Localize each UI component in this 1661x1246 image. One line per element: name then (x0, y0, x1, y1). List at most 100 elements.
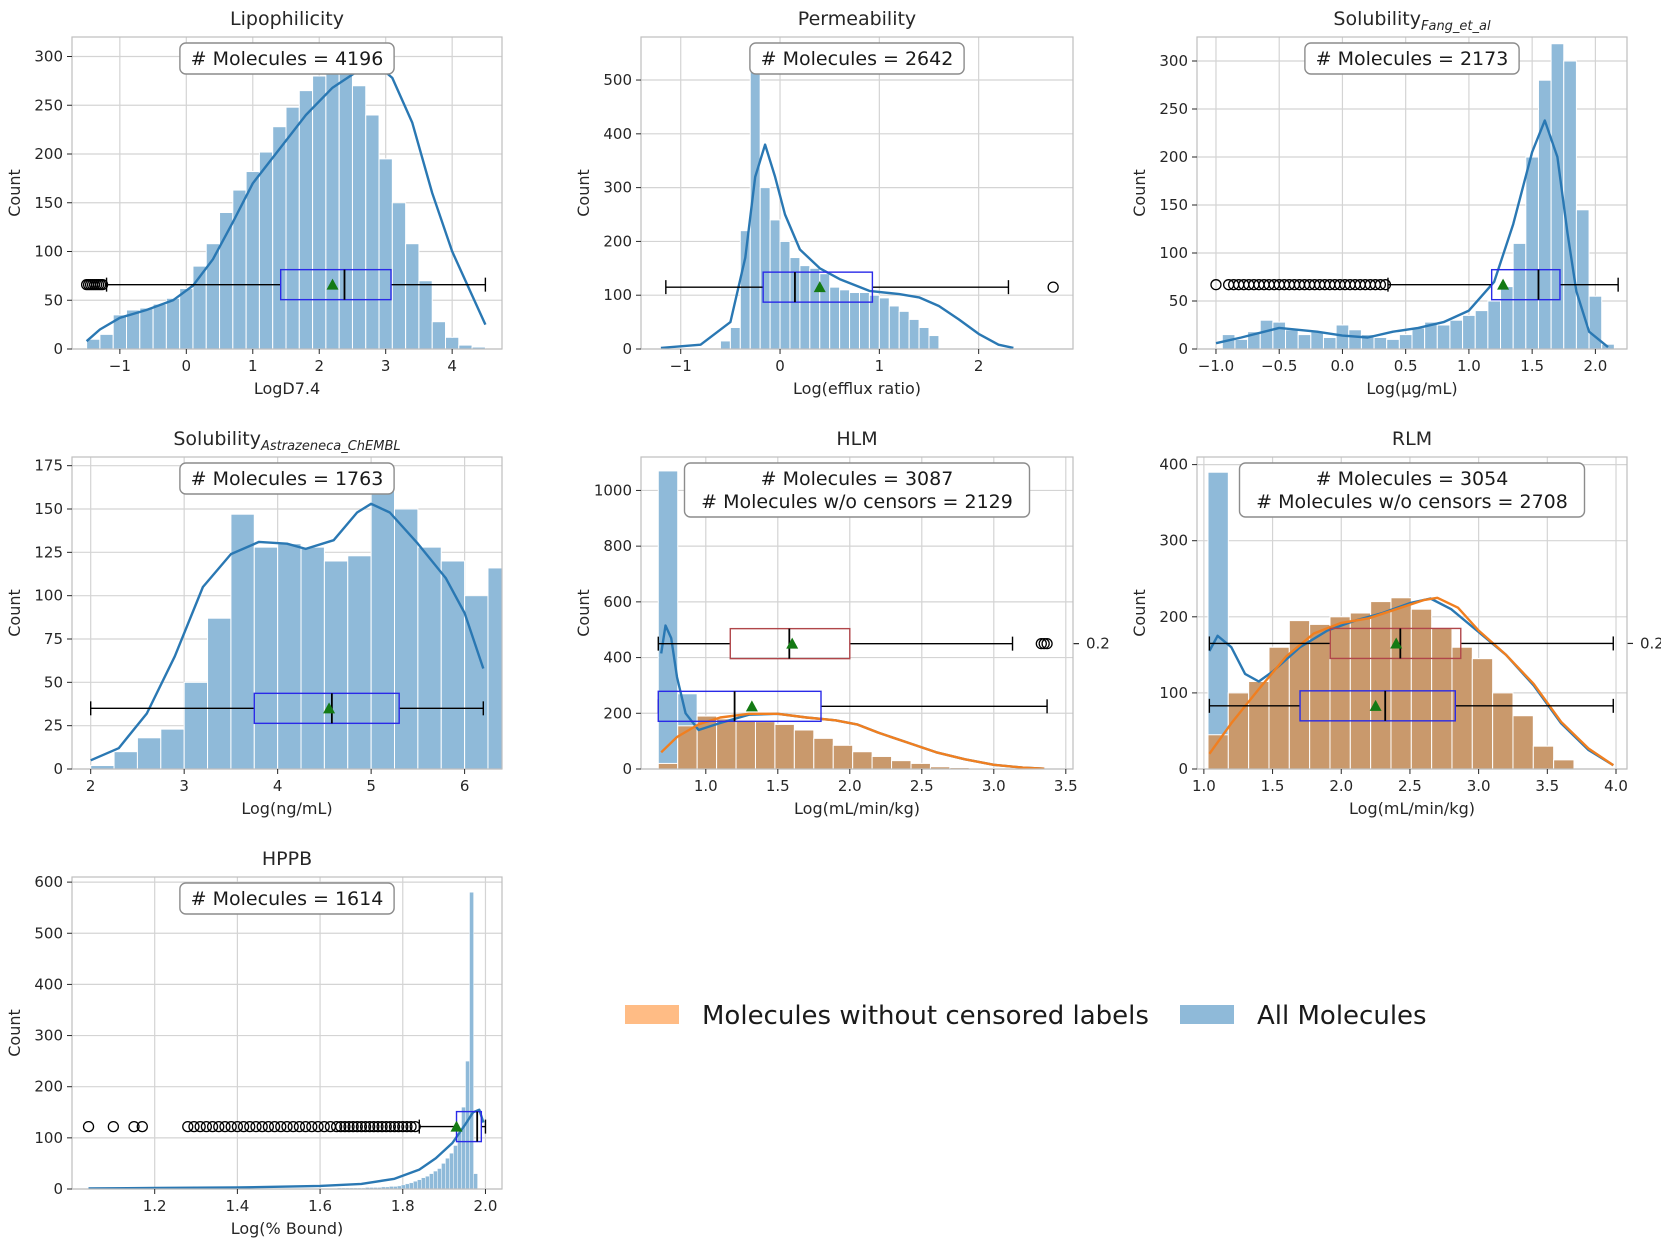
x-tick-label: 1.6 (308, 1197, 332, 1215)
plot-area (1207, 471, 1614, 769)
kde-line-all (85, 65, 487, 343)
x-tick-label: 1.2 (143, 1197, 167, 1215)
chart-title-main: Solubility (173, 428, 261, 450)
bar-all (431, 321, 447, 349)
bar-all (272, 126, 287, 349)
bar-all (277, 543, 302, 769)
y-tick-label: 150 (1159, 196, 1188, 214)
outlier-point (213, 1120, 225, 1133)
plot-area (657, 470, 1045, 769)
outlier-point (1047, 281, 1059, 293)
bar-uncensored (1471, 658, 1494, 769)
bar-all (429, 1173, 434, 1189)
bar-all (487, 567, 502, 769)
legend-swatch-uncensored (625, 1005, 679, 1024)
bar-uncensored (774, 723, 795, 769)
bar-all (1474, 310, 1489, 349)
kde-line-all (88, 1108, 485, 1189)
axes-frame (71, 876, 503, 1190)
outlier-point (347, 1120, 359, 1133)
bar-all (449, 1152, 454, 1189)
bar-all (898, 310, 910, 349)
bar-all (253, 546, 279, 769)
bar-all (928, 335, 940, 349)
bar-all (878, 297, 890, 349)
boxplot: 0.2 (657, 627, 1110, 660)
annotation-text: # Molecules = 2642 (761, 48, 954, 70)
bar-uncensored (1390, 597, 1412, 769)
bar-all (1234, 338, 1249, 349)
outlier-point (293, 1120, 306, 1133)
mean-marker (323, 702, 336, 714)
bar-all (312, 75, 327, 349)
plot-area (88, 892, 485, 1189)
x-axis-label: Log(efflux ratio) (793, 379, 921, 398)
outlier-point (225, 1120, 237, 1133)
x-tick-label: 1 (248, 357, 258, 375)
bar-uncensored (1512, 715, 1534, 769)
y-axis-label: Count (1130, 169, 1149, 217)
outlier-point (401, 1120, 413, 1133)
bar-all (232, 189, 247, 349)
outlier-point (368, 1120, 380, 1133)
legend-swatch-all (1180, 1005, 1234, 1024)
bar-all (160, 728, 185, 769)
bar-all (657, 470, 679, 769)
bar-all (113, 751, 138, 769)
mean-marker (326, 278, 339, 290)
kde-line-all (90, 502, 485, 762)
bar-uncensored (910, 762, 931, 769)
legend: Molecules without censored labels All Mo… (625, 1001, 1427, 1031)
chart-title: HLM (836, 428, 877, 450)
annotation-frame (683, 462, 1031, 518)
x-tick-label: 1.5 (1261, 777, 1285, 795)
y-tick-label: 600 (34, 873, 63, 891)
chart-title: SolubilityAstrazeneca_ChEMBL (173, 428, 400, 454)
bar-all (1285, 329, 1299, 349)
x-tick-label: 6 (460, 777, 470, 795)
chart-title-main: Permeability (798, 8, 916, 30)
annotation-text: # Molecules = 2173 (1316, 48, 1509, 70)
annotation-box: # Molecules = 4196 (179, 42, 395, 75)
y-tick-label: 100 (34, 587, 63, 605)
boxplot (1210, 268, 1619, 301)
y-tick-label: 250 (1159, 100, 1188, 118)
bar-all (789, 257, 801, 349)
x-tick-label: 1.0 (1457, 357, 1481, 375)
bar-all (365, 114, 380, 349)
annotation-box: # Molecules = 2173 (1304, 42, 1520, 75)
x-tick-label: 0 (182, 357, 192, 375)
y-tick-label: 50 (1169, 292, 1188, 310)
x-tick-label: 2.0 (474, 1197, 498, 1215)
y-tick-label: 400 (603, 125, 632, 143)
bar-uncensored (1329, 616, 1351, 769)
chart-rlm: 0.2 1.0 1.5 2.0 2.5 3.0 3.5 4.0 0 100 200 300 400 Log… (1130, 428, 1661, 818)
plot-area (85, 65, 487, 349)
y-tick-label: 50 (44, 673, 63, 691)
y-tick-label: 500 (34, 924, 63, 942)
bar-all (139, 307, 154, 349)
y-tick-label: 500 (603, 71, 632, 89)
bar-all (461, 1106, 466, 1189)
outlier-point (206, 1120, 219, 1133)
x-tick-label: 5 (366, 777, 376, 795)
outlier-point (1210, 279, 1222, 291)
x-tick-label: 1.5 (1520, 357, 1544, 375)
annotation-frame (179, 882, 395, 915)
y-axis-label: Count (5, 589, 24, 637)
annotation-box: # Molecules = 3087# Molecules w/o censor… (683, 462, 1031, 518)
y-tick-label: 200 (1159, 148, 1188, 166)
bar-all (1310, 331, 1324, 349)
outlier-point (287, 1120, 299, 1133)
annotation-frame (1238, 462, 1586, 518)
bar-all (417, 546, 442, 769)
x-tick-label: 3.0 (982, 777, 1006, 795)
bar-all (1500, 286, 1514, 349)
plot-area (90, 473, 502, 769)
bar-all (1525, 156, 1539, 349)
x-axis-label: Log(mL/min/kg) (794, 799, 920, 818)
x-tick-label: 3.0 (1467, 777, 1491, 795)
boxplot (665, 271, 1059, 303)
y-tick-label: 200 (603, 704, 632, 722)
bar-all (1297, 334, 1312, 349)
